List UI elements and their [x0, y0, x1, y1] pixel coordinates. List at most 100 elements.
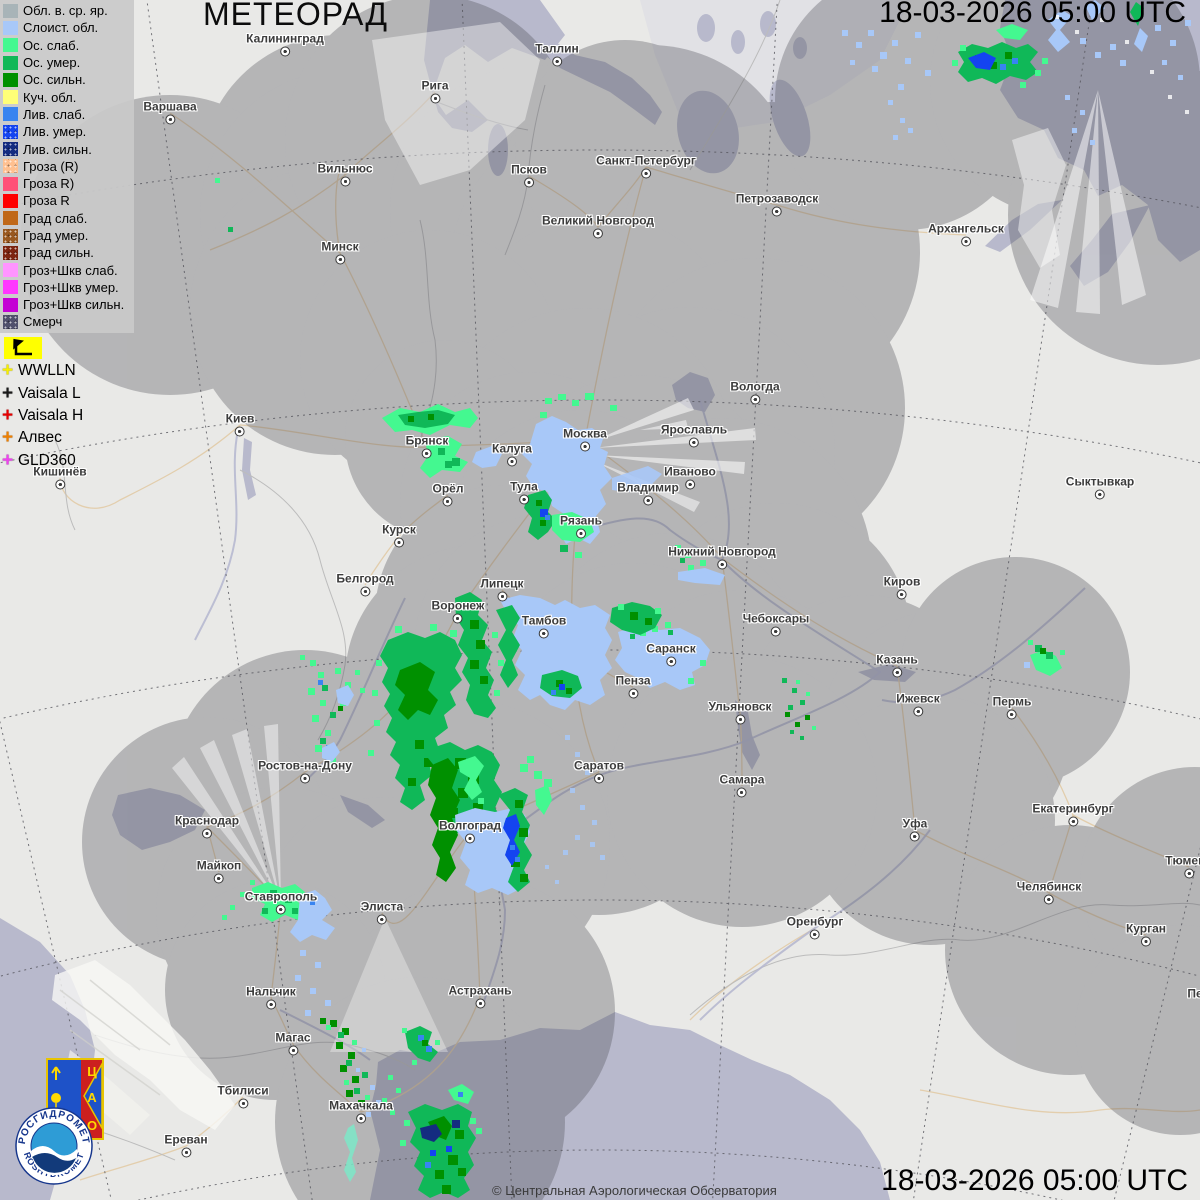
legend-item: Гроза R — [3, 192, 134, 209]
city-dot-icon — [642, 495, 653, 506]
legend-label: Ос. умер. — [23, 55, 81, 71]
city-dot-icon — [421, 448, 432, 459]
city-name: Пермь — [992, 694, 1032, 709]
city-name: Киев — [225, 411, 255, 426]
legend-item: Град слаб. — [3, 210, 134, 227]
city-marker: Варшава — [143, 101, 197, 125]
city-dot-icon — [519, 494, 529, 505]
city-dot-icon — [287, 1045, 298, 1056]
city-marker: Великий Новгород — [542, 215, 654, 239]
legend-label: Гроз+Шкв слаб. — [23, 262, 118, 278]
city-dot-icon — [377, 914, 387, 925]
city-name: Пенза — [615, 673, 651, 688]
city-dot-icon — [717, 559, 727, 570]
white-sea — [1000, 0, 1200, 262]
lightning-network-label: GLD360 — [18, 451, 76, 469]
lightning-legend-item: + Vaisala L — [2, 382, 83, 404]
city-dot-icon — [734, 714, 745, 725]
lightning-legend-item: + WWLLN — [2, 360, 83, 382]
city-marker: Ставрополь — [245, 891, 317, 915]
arrow-glyph — [51, 1066, 61, 1080]
city-marker: Саранск — [646, 641, 696, 667]
city-marker: Псков — [511, 164, 547, 188]
city-dot-icon — [593, 773, 604, 784]
city-name: Брянск — [405, 433, 449, 448]
legend-swatch — [3, 124, 18, 139]
city-dot-icon — [393, 537, 404, 548]
legend-label: Куч. обл. — [23, 89, 77, 105]
lightning-cross-icon: + — [2, 360, 14, 382]
city-dot-icon — [592, 228, 603, 239]
city-name: Архангельск — [928, 221, 1004, 236]
city-dot-icon — [736, 787, 747, 798]
lightning-network-label: Vaisala H — [18, 406, 84, 424]
city-name: Нижний Новгород — [668, 544, 776, 559]
legend-item: Гроз+Шкв сильн. — [3, 296, 134, 313]
city-marker: Пермь — [992, 694, 1032, 720]
city-marker: Ереван — [164, 1134, 208, 1158]
legend-swatch — [3, 107, 18, 122]
city-dot-icon — [640, 168, 651, 179]
city-marker: Владимир — [617, 482, 679, 506]
city-dot-icon — [1184, 868, 1194, 879]
legend-label: Лив. сильн. — [23, 141, 92, 157]
city-name: Воронеж — [431, 598, 485, 613]
caspian-sea — [370, 1012, 890, 1200]
city-dot-icon — [897, 589, 907, 600]
lightning-legend-item: + Алвес — [2, 427, 83, 449]
city-dot-icon — [749, 394, 760, 405]
city-name: Калуга — [492, 441, 532, 456]
city-marker: Ульяновск — [708, 699, 772, 725]
lake-onega — [769, 79, 811, 157]
city-marker: Саратов — [574, 760, 624, 784]
legend-swatch — [3, 142, 18, 157]
city-dot-icon — [464, 833, 475, 844]
city-marker: Элиста — [361, 901, 403, 925]
city-name: Астрахань — [448, 983, 512, 998]
city-marker: Калининград — [246, 33, 324, 57]
city-name: Нальчик — [246, 984, 296, 999]
city-dot-icon — [909, 831, 920, 842]
city-name: Таллин — [535, 41, 579, 56]
city-name: Челябинск — [1016, 879, 1082, 894]
lightning-cross-icon: + — [2, 404, 14, 426]
squall-line-marker — [4, 337, 42, 359]
legend-item: Куч. обл. — [3, 88, 134, 105]
legend-label: Град слаб. — [23, 210, 88, 226]
city-dot-icon — [165, 114, 175, 125]
legend-item: Гроз+Шкв слаб. — [3, 261, 134, 278]
city-name: Саранск — [646, 641, 696, 656]
legend-swatch — [3, 280, 18, 295]
city-dot-icon — [1043, 894, 1054, 905]
city-marker: Пенза — [615, 673, 651, 699]
city-marker: Вильнюс — [317, 161, 373, 187]
city-dot-icon — [772, 206, 782, 217]
city-marker: Казань — [876, 654, 918, 678]
legend-swatch — [3, 297, 18, 312]
city-name: Петрозаводск — [735, 191, 819, 206]
city-name: Ульяновск — [708, 699, 772, 714]
city-name: Ростов-на-Дону — [258, 758, 352, 773]
city-name: Рига — [421, 78, 449, 93]
lake-peipus — [488, 124, 508, 176]
city-marker: Липецк — [480, 578, 524, 602]
city-name: Оренбург — [786, 914, 844, 929]
city-name: Москва — [563, 426, 607, 441]
city-name: Уфа — [902, 816, 928, 831]
page-title: МЕТЕОРАД — [203, 0, 389, 32]
city-name: Тюмень — [1165, 853, 1200, 868]
legend-item: Лив. сильн. — [3, 140, 134, 157]
legend-swatch — [3, 176, 18, 191]
legend-item: Град умер. — [3, 227, 134, 244]
squall-arrow-icon — [13, 338, 32, 356]
legend-label: Гроза R) — [23, 176, 75, 192]
city-marker: Уфа — [902, 816, 928, 842]
city-name: Курск — [382, 522, 416, 537]
city-name: Ижевск — [896, 691, 940, 706]
svg-text:О: О — [87, 1118, 97, 1133]
lightning-cross-icon: + — [2, 427, 14, 449]
city-name: Вильнюс — [317, 161, 373, 176]
city-name: Саратов — [574, 758, 624, 773]
city-marker: Москва — [563, 428, 607, 452]
lightning-network-label: Алвес — [18, 429, 62, 447]
